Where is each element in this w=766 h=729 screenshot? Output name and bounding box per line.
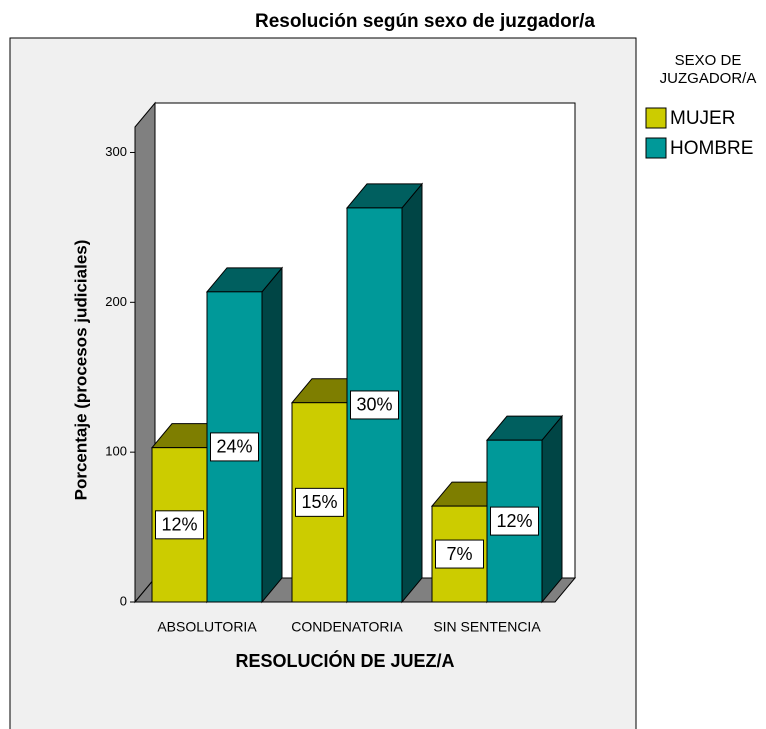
x-tick-label: ABSOLUTORIA [157,619,257,635]
legend-label: MUJER [670,108,735,129]
x-axis-label: RESOLUCIÓN DE JUEZ/A [235,650,454,671]
legend-label: HOMBRE [670,138,753,159]
legend-title: SEXO DE [675,52,742,69]
value-label-box [350,390,399,420]
y-tick-label: 300 [105,144,127,159]
value-label: 7% [446,544,472,564]
legend-swatch [645,137,667,159]
x-tick-label: CONDENATORIA [291,619,403,635]
y-tick-label: 200 [105,294,127,309]
value-label: 12% [161,515,197,535]
y-tick-label: 100 [105,444,127,459]
legend-title: JUZGADOR/A [660,70,757,87]
value-label-box [435,539,484,569]
value-label: 24% [216,437,252,457]
bar-side [261,266,283,604]
value-label-box [155,510,204,540]
value-label-box [490,506,539,536]
value-label: 15% [301,492,337,512]
y-axis-label: Porcentaje (procesos judiciales) [71,240,90,501]
value-label-box [295,487,344,517]
x-tick-label: SIN SENTENCIA [433,619,541,635]
bar-side [401,182,423,604]
value-label: 30% [356,395,392,415]
bar-side [541,414,563,604]
y-tick-label: 0 [120,593,127,608]
value-label: 12% [496,511,532,531]
chart-title: Resolución según sexo de juzgador/a [255,11,595,32]
value-label-box [210,432,259,462]
legend-swatch [645,107,667,129]
